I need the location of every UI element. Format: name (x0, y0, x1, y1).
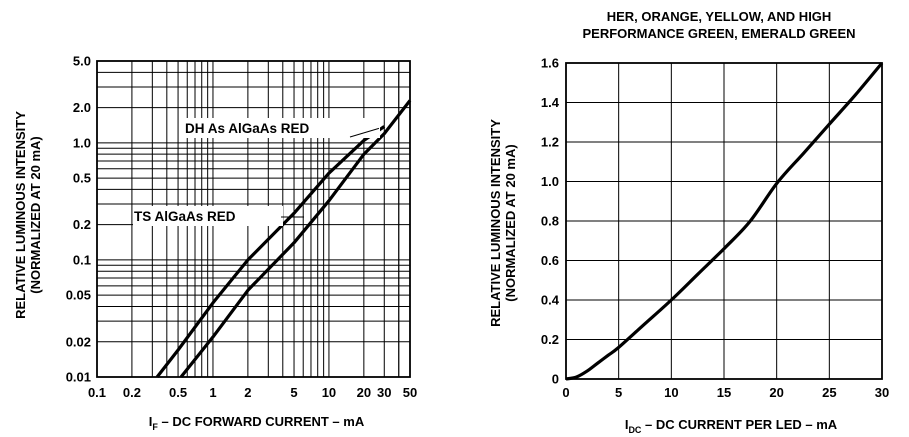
right-y-tick-label: 0 (552, 372, 559, 387)
right-y-tick-label: 0.2 (541, 332, 559, 347)
left-y-tick-label: 0.2 (73, 217, 91, 232)
left-series-line-1 (179, 99, 412, 378)
annotation-label: TS AlGaAs RED (134, 209, 236, 224)
right-x-axis-label-text: – DC CURRENT PER LED – mA (641, 417, 837, 432)
right-grid (566, 63, 882, 379)
right-x-tick-label: 5 (615, 385, 622, 400)
right-y-axis-label-line: RELATIVE LUMINOUS INTENSITY (488, 119, 503, 327)
right-y-tick-label: 1.4 (541, 95, 560, 110)
right-chart: 0 5 10 15 20 25 30 0 0.2 0.4 0.6 0.8 1.0 1.2 1.4 1.6 HER… (488, 9, 889, 435)
right-x-tick-label: 25 (822, 385, 836, 400)
left-x-axis-label: IF – DC FORWARD CURRENT – mA (149, 414, 365, 432)
left-chart: 0.1 0.2 0.5 1 2 5 10 20 30 50 0.01 0.02 0.05 0.1 0.2 0.… (13, 54, 417, 433)
left-x-tick-label: 30 (377, 385, 391, 400)
right-y-axis-label-line: (NORMALIZED AT 20 mA) (503, 144, 518, 301)
left-x-axis-label-prefix: I (149, 414, 153, 429)
left-y-tick-label: 2.0 (73, 100, 91, 115)
right-x-tick-label: 0 (562, 385, 569, 400)
right-x-tick-label: 10 (664, 385, 678, 400)
left-x-tick-label: 10 (322, 385, 336, 400)
right-chart-title-line: HER, ORANGE, YELLOW, AND HIGH (607, 9, 832, 24)
right-x-axis-label-subscript: DC (628, 425, 641, 435)
right-y-tick-label: 0.6 (541, 253, 559, 268)
annotation-bg (184, 118, 380, 138)
right-plot-frame (565, 62, 883, 380)
left-x-tick-label: 0.5 (169, 385, 187, 400)
right-y-tick-label: 1.6 (541, 56, 559, 71)
left-y-tick-label: 5.0 (73, 54, 91, 69)
annotation-label: DH As AlGaAs RED (185, 121, 310, 136)
left-y-tick-label: 1.0 (73, 135, 91, 150)
left-plot-frame (96, 60, 411, 378)
left-y-axis-label-line: RELATIVE LUMINOUS INTENSITY (13, 111, 28, 319)
left-x-tick-label: 2 (244, 385, 251, 400)
annotation-bg (133, 206, 283, 226)
right-x-axis-label: IDC – DC CURRENT PER LED – mA (625, 417, 838, 435)
annotation-leader (349, 127, 380, 138)
left-x-axis-label-text: – DC FORWARD CURRENT – mA (158, 414, 365, 429)
right-chart-title-line: PERFORMANCE GREEN, EMERALD GREEN (582, 26, 855, 41)
left-y-axis-label-line: (NORMALIZED AT 20 mA) (28, 136, 43, 293)
left-annotations: DH As AlGaAs RED TS AlGaAs RED (133, 118, 380, 226)
right-x-tick-label: 30 (875, 385, 889, 400)
left-x-tick-label: 1 (209, 385, 216, 400)
left-y-tick-label: 0.01 (66, 370, 91, 385)
left-y-tick-label: 0.5 (73, 171, 91, 186)
right-y-tick-label: 1.2 (541, 135, 559, 150)
right-y-tick-label: 0.4 (541, 293, 560, 308)
right-y-tick-label: 1.0 (541, 174, 559, 189)
left-x-tick-label: 50 (403, 385, 417, 400)
left-x-tick-label: 0.2 (123, 385, 141, 400)
left-y-tick-label: 0.05 (66, 288, 91, 303)
left-x-tick-label: 5 (290, 385, 297, 400)
left-x-axis-label-subscript: F (152, 422, 158, 432)
right-x-tick-label: 20 (769, 385, 783, 400)
left-y-tick-label: 0.1 (73, 252, 91, 267)
right-series-line-0 (565, 61, 884, 381)
right-x-axis-label-prefix: I (625, 417, 629, 432)
left-y-tick-label: 0.02 (66, 334, 91, 349)
left-x-tick-label: 0.1 (88, 385, 106, 400)
right-x-tick-label: 15 (717, 385, 731, 400)
right-y-tick-label: 0.8 (541, 214, 559, 229)
left-x-tick-label: 20 (357, 385, 371, 400)
left-series-line-0 (155, 125, 386, 378)
